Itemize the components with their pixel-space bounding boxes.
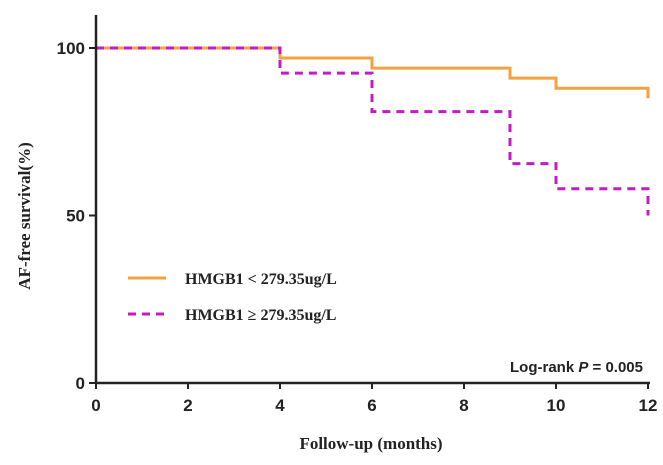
y-tick-label: 100: [57, 39, 85, 58]
logrank-p-symbol: P: [578, 359, 589, 376]
legend-label-low-hmgb1: HMGB1 < 279.35ug/L: [185, 271, 337, 288]
x-tick-label: 0: [91, 396, 100, 415]
x-tick-label: 6: [367, 396, 376, 415]
survival-curve-high-hmgb1: [96, 46, 650, 216]
series-layer: [96, 46, 650, 216]
logrank-prefix: Log-rank: [510, 359, 578, 376]
survival-curve-low-hmgb1: [96, 46, 650, 99]
y-tick-label: 50: [66, 207, 85, 226]
x-tick-label: 4: [275, 396, 285, 415]
x-tick-label: 2: [183, 396, 192, 415]
x-tick-label: 10: [547, 396, 566, 415]
axes-layer: [94, 15, 650, 385]
legend: HMGB1 < 279.35ug/L HMGB1 ≥ 279.35ug/L: [128, 271, 337, 324]
x-axis-title: Follow-up (months): [299, 434, 442, 453]
logrank-annotation: Log-rank P = 0.005: [510, 359, 643, 376]
logrank-value: = 0.005: [588, 359, 643, 376]
x-tick-label: 8: [459, 396, 468, 415]
legend-label-high-hmgb1: HMGB1 ≥ 279.35ug/L: [185, 307, 336, 324]
y-tick-label: 0: [76, 374, 85, 393]
ticks-layer: 0 2 4 6 8 10 12 0 50 100: [57, 39, 658, 415]
y-axis-title: AF-free survival(%): [15, 142, 34, 289]
x-tick-label: 12: [639, 396, 658, 415]
